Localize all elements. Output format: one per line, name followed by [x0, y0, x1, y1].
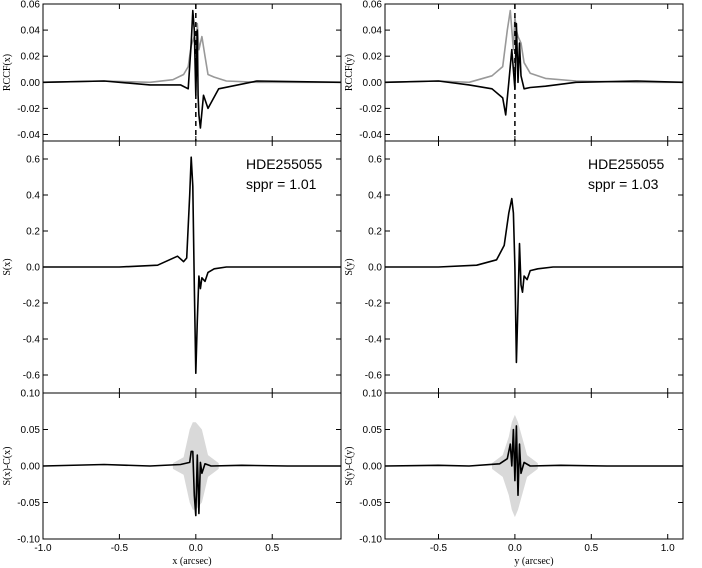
y-axis-label: S(x) [2, 258, 13, 275]
y-tick-label: 0.10 [363, 389, 383, 400]
y-tick-label: -0.6 [23, 371, 41, 382]
panel-s-x: -0.6 -0.4 -0.2 0.0 0.2 0.4 0.6 S(x) HDE255055 spp… [2, 140, 342, 394]
y-tick-label: 0.6 [26, 155, 40, 166]
y-tick-label: 0.05 [21, 425, 41, 436]
y-tick-label: 0.4 [26, 191, 40, 202]
y-axis-label: S(y) [344, 258, 355, 275]
y-tick-label: -0.6 [365, 371, 383, 382]
panel-rccf-x: -0.04 -0.02 0.00 0.02 0.04 0.06 RCCF(x) [2, 0, 342, 142]
y-tick-label: -0.4 [23, 335, 41, 346]
y-tick-label: -0.05 [359, 498, 382, 509]
series-line-black [384, 425, 683, 496]
y-axis-label: S(x)-C(x) [2, 447, 13, 486]
y-tick-label: 0.06 [363, 0, 383, 11]
y-tick-label: 0.04 [21, 26, 41, 37]
annotation-text: HDE255055 [246, 156, 322, 172]
uncertainty-envelope [172, 422, 219, 510]
y-tick-label: -0.02 [17, 104, 40, 115]
series-line-black [43, 156, 341, 374]
y-tick-label: -0.02 [359, 104, 382, 115]
y-tick-label: -0.04 [17, 130, 40, 141]
x-tick-label: -1.0 [34, 543, 52, 554]
x-tick-label: -0.5 [430, 543, 448, 554]
panel-rccf-y: -0.04 -0.02 0.00 0.02 0.04 0.06 RCCF(y) [344, 0, 684, 142]
panel-residual-y: -0.10 -0.05 0.00 0.05 0.10 -0.5 0.0 0.5 1.0 S(y)-… [344, 389, 684, 567]
x-tick-label: 0.5 [265, 543, 279, 554]
y-tick-label: -0.10 [359, 535, 382, 546]
x-tick-label: 0.5 [584, 543, 598, 554]
series-line-grey [384, 9, 683, 84]
y-tick-label: -0.10 [17, 535, 40, 546]
panel-residual-x: -0.10 -0.05 0.00 0.05 0.10 -1.0 -0.5 0.0 0.5 S(x)… [2, 389, 342, 567]
series-line-black [384, 22, 684, 116]
y-tick-label: 0.00 [363, 462, 383, 473]
y-tick-label: 0.6 [368, 155, 382, 166]
x-tick-label: 0.0 [508, 543, 522, 554]
y-tick-label: 0.0 [368, 263, 382, 274]
annotation-text: HDE255055 [588, 156, 664, 172]
y-tick-label: -0.05 [17, 498, 40, 509]
y-axis-label: RCCF(y) [344, 54, 355, 91]
x-axis-label: x (arcsec) [172, 556, 211, 567]
x-tick-label: 1.0 [661, 543, 675, 554]
panel-frame [384, 3, 684, 142]
y-tick-label: 0.06 [21, 0, 41, 11]
panel-s-y: -0.6 -0.4 -0.2 0.0 0.2 0.4 0.6 S(y) HDE255055 spp… [344, 140, 684, 394]
series-line-black [385, 197, 683, 364]
y-tick-label: -0.2 [365, 299, 383, 310]
y-tick-label: 0.04 [363, 26, 383, 37]
y-tick-label: 0.00 [21, 462, 41, 473]
series-line-black [42, 450, 341, 517]
y-axis-label: S(y)-C(y) [344, 447, 355, 486]
y-tick-label: 0.00 [363, 78, 383, 89]
y-axis-label: RCCF(x) [2, 54, 13, 91]
x-tick-label: -0.5 [111, 543, 129, 554]
y-tick-label: -0.4 [365, 335, 383, 346]
y-tick-label: 0.00 [21, 78, 41, 89]
y-tick-label: 0.4 [368, 191, 382, 202]
y-tick-label: 0.02 [21, 52, 41, 63]
y-tick-label: -0.2 [23, 299, 41, 310]
y-tick-label: 0.05 [363, 425, 383, 436]
y-tick-label: 0.0 [26, 263, 40, 274]
y-tick-label: 0.2 [368, 227, 382, 238]
y-tick-label: 0.02 [363, 52, 383, 63]
x-tick-label: 0.0 [189, 543, 203, 554]
y-tick-label: 0.2 [26, 227, 40, 238]
annotation-text: sppr = 1.03 [588, 176, 659, 192]
series-line-black [42, 9, 342, 129]
x-axis-label: y (arcsec) [514, 556, 553, 567]
y-tick-label: -0.04 [359, 130, 382, 141]
annotation-text: sppr = 1.01 [246, 176, 317, 192]
y-tick-label: 0.10 [21, 389, 41, 400]
